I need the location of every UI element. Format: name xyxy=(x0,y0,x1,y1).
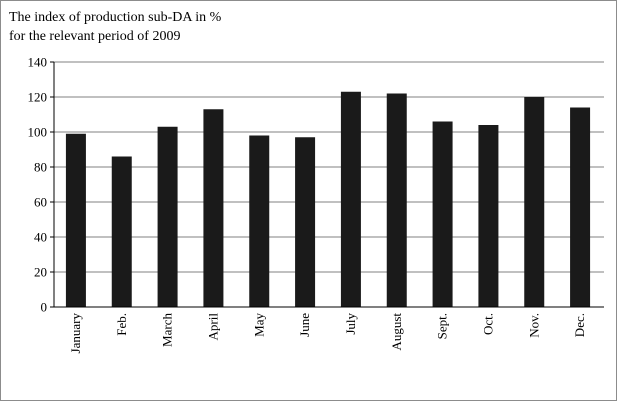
x-category-label: March xyxy=(160,313,175,347)
x-category-label: July xyxy=(343,313,358,335)
y-tick-label: 140 xyxy=(28,55,48,70)
y-tick-labels: 0 20 40 60 80 100 120 140 xyxy=(28,55,48,315)
y-tick-label: 120 xyxy=(28,90,48,105)
x-category-label: Oct. xyxy=(480,313,495,335)
bar-dec xyxy=(570,107,591,307)
y-tick-label: 60 xyxy=(34,195,47,210)
bar-april xyxy=(203,109,224,307)
x-category-label: Sept. xyxy=(435,313,450,339)
x-category-label: Feb. xyxy=(114,313,129,336)
y-tick-label: 0 xyxy=(41,300,48,315)
bars xyxy=(65,91,591,307)
bar-january xyxy=(65,133,86,307)
y-tick-label: 40 xyxy=(34,230,47,245)
y-tick-label: 100 xyxy=(28,125,48,140)
x-category-label: April xyxy=(205,313,220,341)
bar-may xyxy=(249,135,270,307)
chart-title-line-1: The index of production sub-DA in % xyxy=(9,10,222,25)
x-category-label: Nov. xyxy=(526,313,541,338)
bar-june xyxy=(295,137,316,307)
y-tick-label: 80 xyxy=(34,160,47,175)
grid-lines xyxy=(54,61,604,273)
bar-feb xyxy=(111,156,132,307)
bar-march xyxy=(157,126,178,307)
x-category-label: Dec. xyxy=(572,313,587,337)
y-tick-label: 20 xyxy=(34,265,47,280)
bar-oct xyxy=(478,125,499,307)
axes xyxy=(50,61,604,308)
x-category-label: June xyxy=(297,313,312,337)
bar-july xyxy=(340,91,361,307)
bar-sept xyxy=(432,121,453,307)
chart-title-line-2: for the relevant period of 2009 xyxy=(9,29,180,44)
x-category-label: May xyxy=(251,313,266,337)
bar-nov xyxy=(524,97,545,307)
x-category-labels: January Feb. March April May June July August Se… xyxy=(68,313,587,354)
x-category-label: August xyxy=(389,313,404,351)
bar-august xyxy=(386,93,407,307)
x-category-label: January xyxy=(68,313,83,354)
